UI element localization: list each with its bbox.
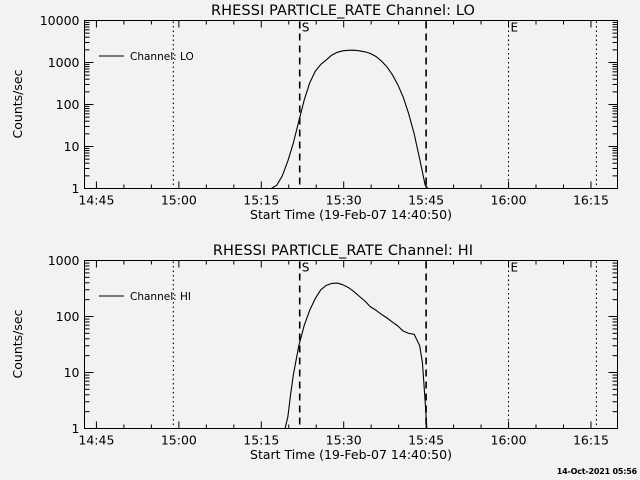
data-curve-lo xyxy=(270,49,429,190)
plot-panel-lo: RHESSI PARTICLE_RATE Channel: LO 1 10 100 1… xyxy=(0,0,640,240)
x-axis-title-lo: Start Time (19-Feb-07 14:40:50) xyxy=(250,207,452,222)
plot-svg-lo: RHESSI PARTICLE_RATE Channel: LO 1101001… xyxy=(0,0,640,240)
y-tick-label: 1 xyxy=(72,421,80,436)
x-axis-tick-labels-lo: 14:45 15:00 15:15 15:30 15:45 16:00 16:15 xyxy=(78,193,609,208)
legend-lo: Channel: LO xyxy=(99,51,194,63)
y-tick-label: 100 xyxy=(56,309,80,324)
y-tick-label: 100 xyxy=(56,97,80,112)
x-tick-label: 14:45 xyxy=(78,433,114,448)
y-tick-label: 10 xyxy=(64,139,80,154)
plot-panel-hi: RHESSI PARTICLE_RATE Channel: HI 1 10 100 1… xyxy=(0,240,640,480)
x-axis-tick-labels-hi: 14:45 15:00 15:15 15:30 15:45 16:00 16:15 xyxy=(78,433,609,448)
x-tick-label: 15:15 xyxy=(243,193,279,208)
legend-hi: Channel: HI xyxy=(99,291,191,303)
x-tick-label: 15:15 xyxy=(243,433,279,448)
y-tick-label: 1000 xyxy=(48,55,80,70)
panel-background-hi xyxy=(0,240,640,480)
panel-background-lo xyxy=(0,0,640,240)
legend-label-hi: Channel: HI xyxy=(130,291,191,303)
data-curve-hi xyxy=(284,282,428,430)
y-axis-tick-labels-hi: 1 10 100 1000 xyxy=(48,253,80,436)
y-axis-title-lo: Counts/sec xyxy=(10,69,25,138)
y-tick-label: 1 xyxy=(72,181,80,196)
x-axis-title-hi: Start Time (19-Feb-07 14:40:50) xyxy=(250,447,452,462)
x-tick-label: 16:15 xyxy=(573,433,609,448)
x-tick-label: 15:30 xyxy=(326,193,362,208)
x-tick-label: 15:45 xyxy=(408,433,444,448)
marker-label-s: S xyxy=(302,21,310,35)
plot-svg-hi: RHESSI PARTICLE_RATE Channel: HI 1101001… xyxy=(0,240,640,480)
x-tick-label: 16:00 xyxy=(491,433,527,448)
vertical-marker-lines-hi xyxy=(172,261,597,429)
x-tick-label: 15:00 xyxy=(161,193,197,208)
x-tick-label: 15:45 xyxy=(408,193,444,208)
plot-title-lo: RHESSI PARTICLE_RATE Channel: LO xyxy=(211,3,475,19)
legend-label-lo: Channel: LO xyxy=(130,51,194,63)
y-axis-title-hi: Counts/sec xyxy=(10,309,25,378)
render-timestamp: 14-Oct-2021 05:56 xyxy=(557,467,638,476)
x-tick-label: 15:00 xyxy=(161,433,197,448)
plot-title-hi: RHESSI PARTICLE_RATE Channel: HI xyxy=(213,243,473,259)
x-tick-label: 16:00 xyxy=(491,193,527,208)
y-tick-label: 1000 xyxy=(48,253,80,268)
y-axis-ticks-hi xyxy=(84,260,618,429)
marker-label-e: E xyxy=(511,21,519,35)
vertical-marker-lines-lo xyxy=(172,21,597,189)
x-tick-label: 15:30 xyxy=(326,433,362,448)
x-tick-label: 16:15 xyxy=(573,193,609,208)
marker-label-s: S xyxy=(302,261,310,275)
marker-label-e: E xyxy=(511,261,519,275)
y-axis-tick-labels-lo: 1 10 100 1000 10000 xyxy=(40,13,80,196)
y-tick-label: 10 xyxy=(64,365,80,380)
y-tick-label: 10000 xyxy=(40,13,80,28)
plot-frame-hi xyxy=(84,260,618,429)
x-tick-label: 14:45 xyxy=(78,193,114,208)
y-axis-ticks-lo xyxy=(84,20,618,189)
